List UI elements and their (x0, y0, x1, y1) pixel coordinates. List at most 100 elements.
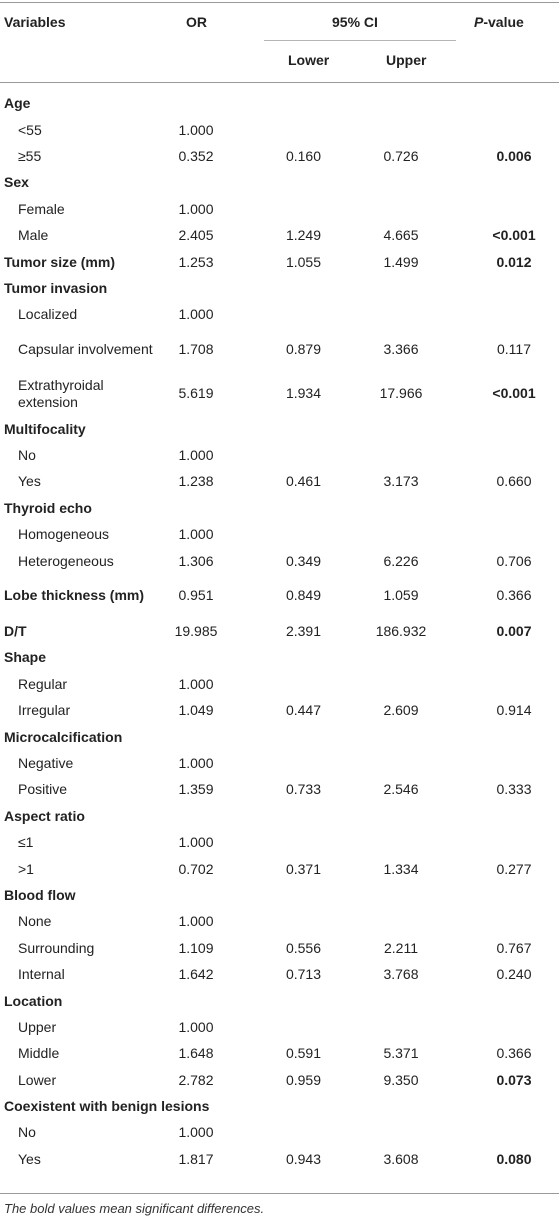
table-row: No 1.000 (0, 442, 559, 468)
table-row: Localized 1.000 (0, 301, 559, 327)
p-value-cell: 0.007 (496, 623, 532, 640)
or-cell: 1.000 (178, 675, 214, 692)
ci-lower-cell (256, 169, 351, 195)
ci-upper-cell: 3.173 (383, 473, 419, 490)
p-value-cell (451, 723, 559, 749)
variable-cell: Microcalcification (4, 728, 123, 745)
variable-cell: Lower (18, 1071, 57, 1088)
p-value-cell (451, 671, 559, 697)
ci-lower-cell (256, 750, 351, 776)
p-value-cell (451, 116, 559, 142)
p-value-cell: <0.001 (492, 385, 536, 402)
table-row: Irregular 1.049 0.447 2.609 0.914 (0, 697, 559, 723)
ci-lower-cell (256, 275, 351, 301)
table-row: Lower 2.782 0.959 9.350 0.073 (0, 1067, 559, 1093)
p-value-cell (451, 908, 559, 934)
variable-cell: >1 (18, 860, 34, 877)
ci-upper-cell (351, 416, 451, 442)
p-value-cell (451, 1014, 559, 1040)
or-cell: 0.702 (178, 860, 214, 877)
ci-upper-cell: 6.226 (383, 552, 419, 569)
p-value-cell (451, 882, 559, 908)
table-row: Yes 1.238 0.461 3.173 0.660 (0, 468, 559, 494)
p-value-cell: 0.767 (496, 939, 532, 956)
p-value-cell (451, 750, 559, 776)
ci-lower-cell (256, 301, 351, 327)
variable-cell: Coexistent with benign lesions (4, 1098, 210, 1115)
ci-upper-cell (351, 803, 451, 829)
or-cell: 1.238 (178, 473, 214, 490)
or-cell (164, 987, 256, 1013)
table-row: Female 1.000 (0, 196, 559, 222)
table-group-row: Tumor size (mm) 1.253 1.055 1.499 0.012 (0, 248, 559, 274)
p-value-cell: 0.366 (496, 1045, 532, 1062)
or-cell (164, 495, 256, 521)
p-value-cell: 0.240 (496, 966, 532, 983)
variable-cell: Surrounding (18, 939, 95, 956)
table-group-row: D/T 19.985 2.391 186.932 0.007 (0, 618, 559, 644)
ci-lower-cell (256, 90, 351, 116)
p-value-cell: 0.333 (496, 781, 532, 798)
ci-upper-cell (351, 882, 451, 908)
p-value-cell: 0.073 (496, 1071, 532, 1088)
p-value-cell (451, 301, 559, 327)
table-group-row: Sex (0, 169, 559, 195)
table-row: Internal 1.642 0.713 3.768 0.240 (0, 961, 559, 987)
variable-cell: Yes (18, 1150, 41, 1167)
or-cell: 1.253 (178, 253, 214, 270)
table-group-row: Thyroid echo (0, 495, 559, 521)
variable-cell: Male (18, 227, 49, 244)
or-cell: 1.306 (178, 552, 214, 569)
or-cell (164, 90, 256, 116)
p-value-cell (451, 1119, 559, 1145)
ci-upper-cell: 2.609 (383, 702, 419, 719)
table-row: Yes 1.817 0.943 3.608 0.080 (0, 1146, 559, 1172)
ci-upper-cell (351, 169, 451, 195)
or-cell (164, 723, 256, 749)
ci-lower-cell (256, 803, 351, 829)
table-row: Homogeneous 1.000 (0, 521, 559, 547)
or-cell: 1.000 (178, 1018, 214, 1035)
table-group-row: Coexistent with benign lesions (0, 1093, 559, 1119)
ci-lower-cell (256, 987, 351, 1013)
p-value-cell: 0.117 (497, 341, 531, 358)
ci-lower-cell: 0.959 (285, 1071, 322, 1088)
ci-lower-cell (256, 521, 351, 547)
ci-upper-cell: 3.608 (383, 1150, 419, 1167)
ci-upper-cell: 1.334 (383, 860, 419, 877)
table-row: Capsular involvement 1.708 0.879 3.366 0.117 (0, 328, 559, 372)
variable-cell: Location (4, 992, 63, 1009)
variable-cell: Aspect ratio (4, 807, 85, 824)
p-value-cell (451, 442, 559, 468)
or-cell: 1.000 (178, 306, 214, 323)
ci-lower-cell (256, 644, 351, 670)
table-group-row: Aspect ratio (0, 803, 559, 829)
variable-cell: Tumor size (mm) (4, 253, 115, 270)
table-row: None 1.000 (0, 908, 559, 934)
or-cell: 1.000 (178, 1124, 214, 1141)
or-cell: 1.000 (178, 526, 214, 543)
ci-upper-cell (351, 987, 451, 1013)
ci-lower-cell (256, 829, 351, 855)
ci-upper-cell (351, 301, 451, 327)
variable-cell: ≤1 (18, 834, 34, 851)
ci-upper-cell: 5.371 (383, 1045, 419, 1062)
top-rule (0, 2, 559, 3)
or-cell: 1.000 (178, 447, 214, 464)
ci-lower-cell (256, 908, 351, 934)
variable-cell: Negative (18, 755, 74, 771)
table-group-row: Age (0, 90, 559, 116)
ci-upper-cell: 186.932 (375, 623, 427, 640)
table-row: Upper 1.000 (0, 1014, 559, 1040)
p-value-cell: <0.001 (492, 227, 536, 244)
variable-cell: Thyroid echo (4, 499, 92, 516)
p-value-cell (451, 90, 559, 116)
ci-lower-cell (256, 1093, 351, 1119)
ci-upper-cell: 1.059 (383, 587, 419, 604)
ci-upper-cell: 4.665 (383, 227, 419, 244)
variable-cell: Multifocality (4, 420, 86, 437)
or-cell: 1.049 (178, 702, 214, 719)
p-value-cell: 0.012 (496, 253, 532, 270)
ci-upper-cell: 0.726 (383, 147, 419, 164)
or-cell: 1.708 (178, 341, 214, 358)
